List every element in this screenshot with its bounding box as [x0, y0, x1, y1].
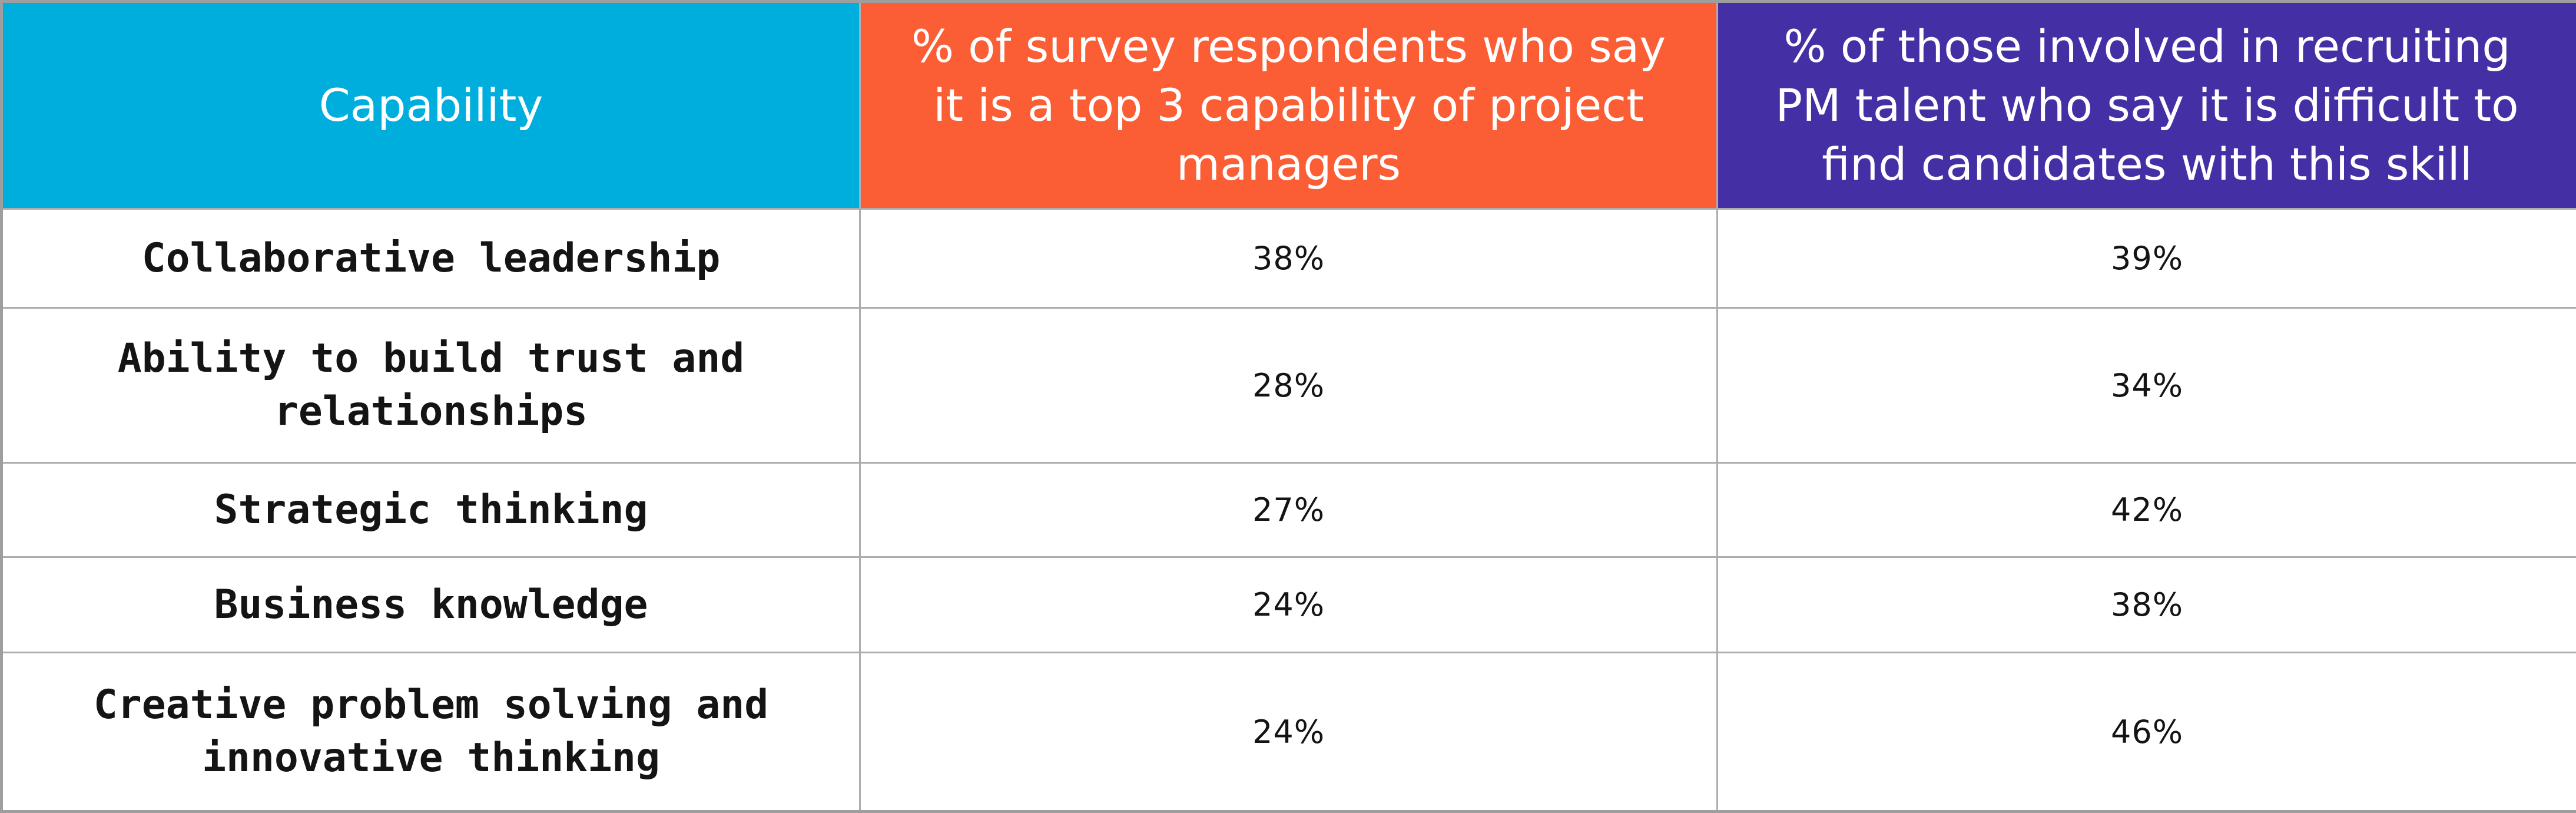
- top3-percent-cell: 24%: [860, 653, 1718, 812]
- top3-percent-cell: 27%: [860, 463, 1718, 557]
- difficult-percent-cell: 46%: [1718, 653, 2576, 812]
- table-row: Strategic thinking 27% 42%: [2, 463, 2576, 557]
- top3-percent-cell: 28%: [860, 308, 1718, 463]
- table-row: Creative problem solving and innovative …: [2, 653, 2576, 812]
- table-header: Capability % of survey respondents who s…: [2, 2, 2576, 209]
- header-row: Capability % of survey respondents who s…: [2, 2, 2576, 209]
- capability-cell: Creative problem solving and innovative …: [2, 653, 860, 812]
- capability-cell: Collaborative leadership: [2, 209, 860, 308]
- difficult-percent-cell: 42%: [1718, 463, 2576, 557]
- capability-cell: Ability to build trust and relationships: [2, 308, 860, 463]
- difficult-percent-cell: 34%: [1718, 308, 2576, 463]
- top3-percent-cell: 38%: [860, 209, 1718, 308]
- table-body: Collaborative leadership 38% 39% Ability…: [2, 209, 2576, 812]
- table-row: Ability to build trust and relationships…: [2, 308, 2576, 463]
- column-header-capability: Capability: [2, 2, 860, 209]
- capability-cell: Strategic thinking: [2, 463, 860, 557]
- table-row: Business knowledge 24% 38%: [2, 557, 2576, 653]
- column-header-difficult-percent: % of those involved in recruiting PM tal…: [1718, 2, 2576, 209]
- top3-percent-cell: 24%: [860, 557, 1718, 653]
- column-header-top3-percent: % of survey respondents who say it is a …: [860, 2, 1718, 209]
- difficult-percent-cell: 39%: [1718, 209, 2576, 308]
- difficult-percent-cell: 38%: [1718, 557, 2576, 653]
- capability-cell: Business knowledge: [2, 557, 860, 653]
- table-row: Collaborative leadership 38% 39%: [2, 209, 2576, 308]
